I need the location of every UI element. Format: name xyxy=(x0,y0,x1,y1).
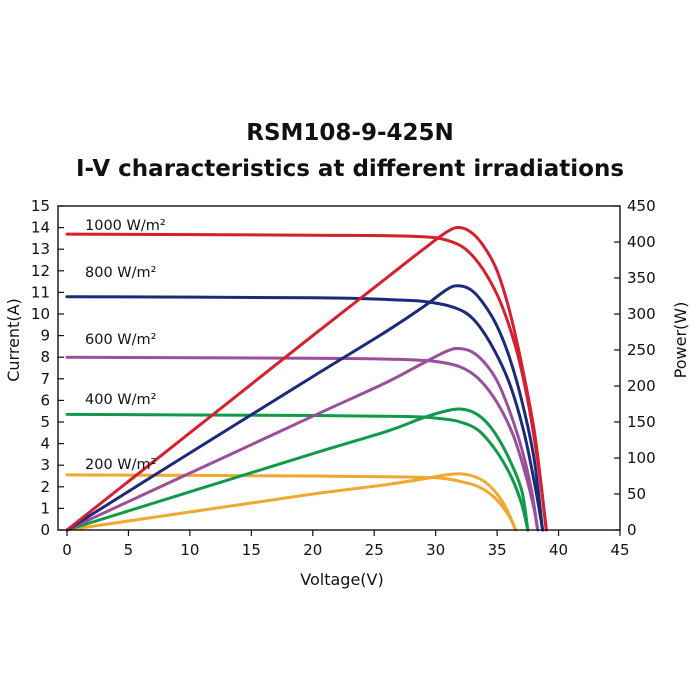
y-left-tick-label: 1 xyxy=(40,499,50,517)
y-left-tick-label: 15 xyxy=(31,197,50,215)
y-left-tick-label: 4 xyxy=(40,435,50,453)
y-left-tick-label: 3 xyxy=(40,456,50,474)
x-tick-label: 40 xyxy=(549,541,568,559)
series-label-3: 400 W/m² xyxy=(85,392,156,408)
y-right-tick-label: 300 xyxy=(627,305,656,323)
x-tick-label: 45 xyxy=(610,541,629,559)
y-right-tick-label: 0 xyxy=(627,521,637,539)
y-left-tick-label: 7 xyxy=(40,370,50,388)
y-left-tick-label: 14 xyxy=(31,219,50,237)
x-tick-label: 5 xyxy=(124,541,134,559)
y-left-tick-label: 12 xyxy=(31,262,50,280)
y-right-tick-label: 400 xyxy=(627,233,656,251)
y-left-tick-label: 5 xyxy=(40,413,50,431)
pv-curve-4 xyxy=(65,472,517,532)
y-left-tick-label: 10 xyxy=(31,305,50,323)
chart-title: RSM108-9-425N xyxy=(246,120,454,146)
series-label-4: 200 W/m² xyxy=(85,457,156,473)
y-left-tick-label: 6 xyxy=(40,391,50,409)
y-right-tick-label: 150 xyxy=(627,413,656,431)
x-axis-label: Voltage(V) xyxy=(300,570,383,589)
y-left-tick-label: 0 xyxy=(40,521,50,539)
y-left-tick-label: 11 xyxy=(31,283,50,301)
y-right-tick-label: 350 xyxy=(627,269,656,287)
y-right-tick-label: 200 xyxy=(627,377,656,395)
chart-subtitle: I-V characteristics at different irradia… xyxy=(75,156,625,182)
series-labels: 1000 W/m² 800 W/m² 600 W/m² 400 W/m² 200 W/m… xyxy=(85,218,166,473)
y-right-tick-label: 100 xyxy=(627,449,656,467)
iv-curve-3 xyxy=(65,412,530,532)
x-tick-label: 10 xyxy=(180,541,199,559)
x-tick-label: 15 xyxy=(242,541,261,559)
pv-curve-2 xyxy=(65,346,540,532)
x-tick-label: 35 xyxy=(488,541,507,559)
y-right-tick-label: 250 xyxy=(627,341,656,359)
y-left-tick-label: 8 xyxy=(40,348,50,366)
iv-curve-4 xyxy=(65,473,517,532)
iv-curve-0 xyxy=(65,232,548,532)
plot-curves xyxy=(65,225,548,532)
y-right-tick-label: 50 xyxy=(627,485,646,503)
plot-frame xyxy=(57,205,621,531)
series-label-2: 600 W/m² xyxy=(85,332,156,348)
y-left-axis-label: Current(A) xyxy=(4,298,23,382)
iv-curve-1 xyxy=(65,295,545,532)
y-right-axis-label: Power(W) xyxy=(671,302,690,379)
iv-curve-2 xyxy=(65,355,540,532)
y-left-tick-label: 9 xyxy=(40,327,50,345)
pv-curve-3 xyxy=(65,407,530,532)
series-label-1: 800 W/m² xyxy=(85,265,156,281)
x-tick-label: 20 xyxy=(303,541,322,559)
y-right-tick-label: 450 xyxy=(627,197,656,215)
x-tick-label: 0 xyxy=(62,541,72,559)
pv-curve-1 xyxy=(65,284,545,532)
y-left-tick-label: 2 xyxy=(40,478,50,496)
x-tick-label: 30 xyxy=(426,541,445,559)
series-label-0: 1000 W/m² xyxy=(85,218,166,234)
x-tick-label: 25 xyxy=(365,541,384,559)
x-axis-ticks: 0 5 10 15 20 25 30 35 40 45 xyxy=(62,530,630,559)
y-left-tick-label: 13 xyxy=(31,240,50,258)
y-right-axis-ticks: 0 50 100 150 200 250 300 350 400 450 xyxy=(614,197,656,539)
